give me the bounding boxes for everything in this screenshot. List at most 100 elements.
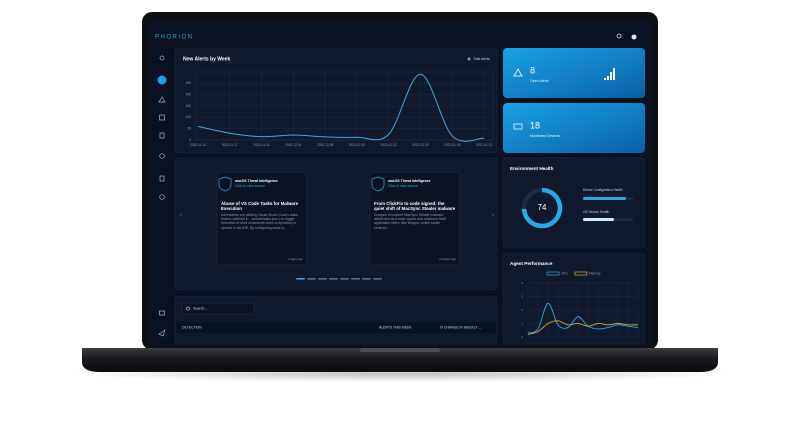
column-header[interactable]: % CHANGE IN WEEKLY ... (440, 325, 481, 329)
stat-card[interactable] (503, 48, 645, 98)
legend-swatch (574, 271, 588, 276)
x-tick-label: 2021-01-05 (444, 143, 461, 147)
nav-settings[interactable] (159, 194, 165, 200)
legend-swatch (467, 57, 471, 61)
column-header[interactable]: DETECTION (182, 325, 202, 329)
carousel-dot (307, 278, 316, 280)
search-placeholder[interactable]: Search... (193, 306, 207, 310)
y-tick-label: 3 (521, 294, 523, 298)
search-box[interactable] (181, 302, 255, 315)
nav-search[interactable] (159, 55, 165, 61)
y-tick-label: 1 (521, 321, 523, 325)
carousel-dot (318, 278, 327, 280)
metric-label: Device Configuration Health (583, 188, 623, 192)
legend-label: CPU (561, 271, 568, 275)
legend-swatch (546, 271, 560, 276)
y-tick-label: 50 (187, 127, 191, 131)
carousel-dot (362, 278, 371, 280)
card-bg (369, 171, 461, 266)
nav-devices[interactable] (159, 114, 165, 121)
carousel-next[interactable]: › (492, 213, 494, 219)
card-source: macOS Threat Intelligence (235, 179, 278, 183)
shield-icon (371, 176, 385, 192)
search-icon (186, 306, 190, 311)
series-line (527, 302, 639, 334)
card-title: Abuse of VS Code Tasks for Malware Execu… (221, 201, 299, 212)
x-tick-label: 2020-12-15 (349, 143, 366, 147)
shield-icon (218, 176, 232, 192)
nav-panels[interactable] (159, 310, 165, 316)
carousel-dots (296, 278, 382, 280)
card-body: Abuse of VS Code Tasks for Malware Execu… (221, 201, 299, 230)
laptop-base (82, 348, 718, 372)
y-tick-label: 200 (186, 93, 192, 97)
nav-send[interactable] (158, 329, 166, 337)
stat-card[interactable] (503, 103, 645, 153)
y-tick-label: 150 (186, 104, 192, 108)
carousel-dot (351, 278, 360, 280)
carousel-prev[interactable]: ‹ (180, 213, 182, 219)
card-summary: Analysis of evolved MacSync Stealer malw… (374, 212, 447, 230)
signal-icon (604, 68, 615, 80)
metric-bar (583, 218, 614, 221)
card-body: From ClickFix to code signed: the quiet … (374, 201, 455, 230)
gauge-arc (521, 187, 563, 229)
stat-label: Open Alerts (530, 79, 549, 83)
alerts-line (197, 73, 485, 142)
stat-value: 18 (530, 120, 540, 130)
x-tick-label: 2020-11-24 (254, 143, 270, 147)
x-tick-label: 2021-01-12 (476, 143, 493, 147)
card-age: 2 weeks ago (439, 257, 456, 261)
nav-dashboard[interactable] (157, 75, 167, 85)
x-tick-label: 2020-12-29 (412, 143, 429, 147)
card-source: macOS Threat Intelligence (388, 179, 431, 183)
stat-label: Monitored Devices (530, 134, 560, 138)
notch (360, 348, 440, 352)
table-header (176, 322, 496, 333)
legend-label: Total Alerts (473, 57, 490, 61)
nav-reports[interactable] (159, 132, 165, 139)
card-bg (216, 171, 308, 266)
x-tick-label: 2020-12-01 (285, 143, 302, 147)
carousel-dot (296, 278, 305, 280)
metric-bar (583, 197, 626, 200)
logo: PHORION (155, 35, 194, 41)
series-line (527, 320, 639, 335)
user-icon[interactable] (631, 34, 637, 40)
carousel-dot (373, 278, 382, 280)
panel-title: New Alerts by Week (183, 56, 230, 62)
panel-title: Environment Health (510, 166, 554, 171)
panel-title: Agent Performance (510, 261, 553, 266)
x-tick-label: 2020-11-17 (222, 143, 238, 147)
card-age: 4 days ago (288, 257, 303, 261)
performance-panel (502, 252, 646, 345)
card-summary: Adversaries are utilizing Visual Studio … (221, 212, 298, 230)
nav-network[interactable] (159, 153, 165, 159)
carousel-dot (340, 278, 349, 280)
stat-value: 8 (530, 65, 535, 75)
health-score: 74 (538, 203, 547, 212)
y-tick-label: 2 (521, 308, 523, 312)
alerts-panel (174, 47, 498, 154)
card-link[interactable]: Click to view source (235, 184, 265, 188)
nav-alerts[interactable] (158, 96, 166, 103)
y-tick-label: 0 (189, 138, 191, 142)
alert-icon (513, 68, 523, 77)
carousel-dot (329, 278, 338, 280)
legend-label: Memory (589, 271, 601, 275)
y-tick-label: 0 (521, 335, 523, 339)
card-link[interactable]: Click to view source (388, 184, 418, 188)
device-icon (513, 123, 523, 130)
search-icon[interactable] (616, 33, 622, 39)
y-tick-label: 100 (186, 115, 192, 119)
x-tick-label: 2020-12-22 (381, 143, 398, 147)
column-header[interactable]: ALERTS THIS WEEK (379, 325, 412, 329)
sidebar (157, 55, 167, 337)
metric-label: OS Version Health (583, 210, 609, 214)
x-tick-label: 2020-11-10 (190, 143, 206, 147)
nav-trash[interactable] (159, 175, 165, 182)
